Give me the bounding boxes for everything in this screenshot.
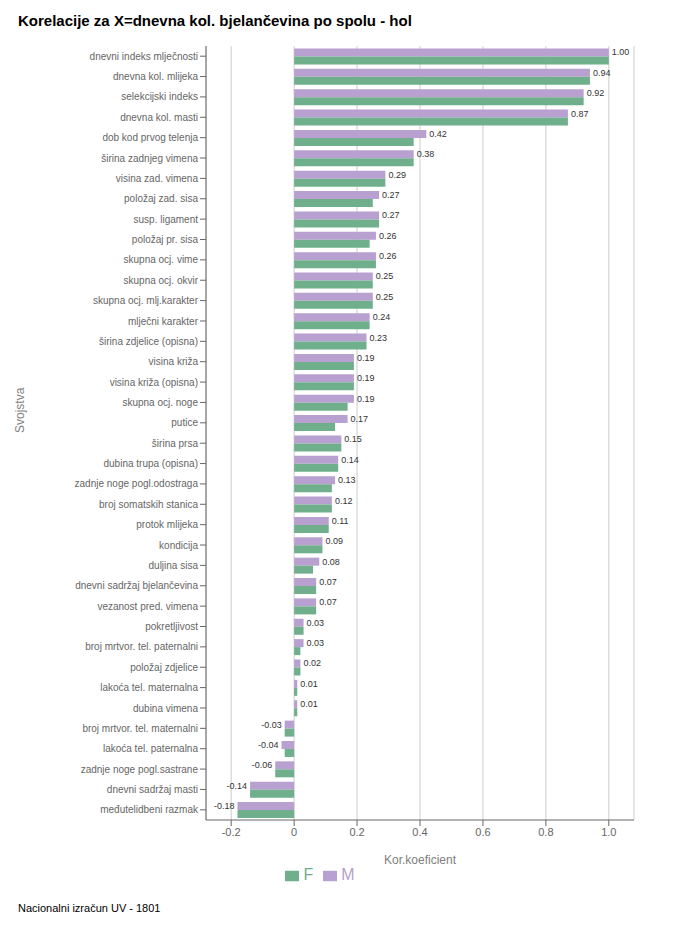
- svg-text:Svojstva: Svojstva: [13, 387, 27, 433]
- svg-text:dnevni indeks mlječnosti: dnevni indeks mlječnosti: [90, 51, 198, 62]
- svg-text:dubina vimena: dubina vimena: [133, 703, 198, 714]
- svg-text:visina križa (opisna): visina križa (opisna): [110, 377, 198, 388]
- svg-text:0.13: 0.13: [338, 475, 356, 485]
- svg-text:susp. ligament: susp. ligament: [134, 214, 199, 225]
- svg-text:-0.14: -0.14: [227, 781, 248, 791]
- svg-text:0.08: 0.08: [322, 557, 340, 567]
- svg-text:širina zdjelice (opisna): širina zdjelice (opisna): [99, 336, 198, 347]
- svg-text:zadnje noge pogl.odostraga: zadnje noge pogl.odostraga: [75, 478, 199, 489]
- svg-text:skupna ocj. okvir: skupna ocj. okvir: [124, 275, 199, 286]
- svg-text:skupna ocj. vime: skupna ocj. vime: [124, 254, 199, 265]
- svg-text:lakoća tel. maternalna: lakoća tel. maternalna: [100, 682, 198, 693]
- svg-text:duljina sisa: duljina sisa: [149, 560, 199, 571]
- svg-text:vezanost pred. vimena: vezanost pred. vimena: [97, 601, 198, 612]
- html-text:Nacionalni izračun UV - 1801: Nacionalni izračun UV - 1801: [18, 902, 161, 914]
- html-text:Korelacije za X=dnevna kol. bj: Korelacije za X=dnevna kol. bjelančevina…: [18, 12, 412, 29]
- svg-text:0.6: 0.6: [475, 826, 490, 838]
- svg-text:0.29: 0.29: [388, 170, 406, 180]
- html-text:M: M: [341, 866, 355, 883]
- svg-text:širina prsa: širina prsa: [152, 438, 199, 449]
- svg-text:dob kod prvog telenja: dob kod prvog telenja: [102, 132, 198, 143]
- svg-text:pokretljivost: pokretljivost: [145, 621, 198, 632]
- svg-text:0.12: 0.12: [335, 496, 353, 506]
- svg-text:putice: putice: [171, 417, 198, 428]
- svg-text:0.24: 0.24: [373, 312, 391, 322]
- svg-text:zadnje noge pogl.sastrane: zadnje noge pogl.sastrane: [81, 764, 199, 775]
- svg-text:-0.04: -0.04: [258, 740, 279, 750]
- svg-text:1.0: 1.0: [601, 826, 616, 838]
- svg-text:položaj zad. sisa: položaj zad. sisa: [124, 193, 198, 204]
- svg-text:0.27: 0.27: [382, 190, 400, 200]
- svg-text:Kor.koeficient: Kor.koeficient: [384, 853, 457, 867]
- svg-text:0.92: 0.92: [587, 88, 605, 98]
- svg-text:0.01: 0.01: [300, 679, 318, 689]
- svg-text:broj somatskih stanica: broj somatskih stanica: [99, 499, 198, 510]
- svg-text:lakoća tel. paternalna: lakoća tel. paternalna: [103, 743, 199, 754]
- svg-text:međutelidbeni razmak: međutelidbeni razmak: [100, 804, 199, 815]
- svg-text:dnevni sadržaj masti: dnevni sadržaj masti: [107, 784, 198, 795]
- svg-text:0.01: 0.01: [300, 699, 318, 709]
- svg-text:položaj zdjelice: položaj zdjelice: [130, 662, 198, 673]
- svg-text:0.19: 0.19: [357, 373, 375, 383]
- svg-text:dnevna kol. masti: dnevna kol. masti: [120, 112, 198, 123]
- svg-text:-0.06: -0.06: [252, 760, 273, 770]
- svg-text:-0.2: -0.2: [222, 826, 241, 838]
- svg-text:kondicija: kondicija: [159, 540, 198, 551]
- svg-text:protok mlijeka: protok mlijeka: [136, 519, 198, 530]
- svg-text:0.8: 0.8: [538, 826, 553, 838]
- svg-text:0.11: 0.11: [332, 516, 349, 526]
- svg-text:0.14: 0.14: [341, 455, 359, 465]
- svg-text:skupna ocj. mlj.karakter: skupna ocj. mlj.karakter: [93, 295, 199, 306]
- html-text:F: F: [303, 866, 314, 883]
- svg-text:visina zad. vimena: visina zad. vimena: [116, 173, 199, 184]
- svg-text:0.4: 0.4: [412, 826, 427, 838]
- svg-text:0.26: 0.26: [379, 251, 397, 261]
- svg-text:0.42: 0.42: [429, 129, 447, 139]
- svg-text:0.19: 0.19: [357, 353, 375, 363]
- svg-text:0.17: 0.17: [351, 414, 369, 424]
- svg-text:broj mrtvor. tel. maternalni: broj mrtvor. tel. maternalni: [82, 723, 198, 734]
- svg-text:0.19: 0.19: [357, 394, 375, 404]
- svg-text:0.03: 0.03: [307, 618, 325, 628]
- svg-text:0.38: 0.38: [417, 149, 435, 159]
- svg-text:1.00: 1.00: [612, 47, 630, 57]
- svg-text:0.02: 0.02: [303, 658, 321, 668]
- svg-text:broj mrtvor. tel. paternalni: broj mrtvor. tel. paternalni: [85, 641, 198, 652]
- svg-text:dnevna kol. mlijeka: dnevna kol. mlijeka: [113, 71, 198, 82]
- svg-text:selekcijski indeks: selekcijski indeks: [121, 91, 198, 102]
- svg-text:-0.03: -0.03: [261, 720, 282, 730]
- svg-text:0.15: 0.15: [344, 434, 362, 444]
- svg-text:-0.18: -0.18: [214, 801, 235, 811]
- svg-text:mlječni karakter: mlječni karakter: [128, 316, 199, 327]
- svg-text:0.09: 0.09: [325, 536, 343, 546]
- svg-text:0.94: 0.94: [593, 68, 611, 78]
- svg-text:0.87: 0.87: [571, 109, 589, 119]
- svg-text:skupna ocj. noge: skupna ocj. noge: [122, 397, 198, 408]
- svg-text:0.25: 0.25: [376, 271, 394, 281]
- svg-text:0.26: 0.26: [379, 231, 397, 241]
- svg-text:0.03: 0.03: [307, 638, 325, 648]
- svg-text:0.07: 0.07: [319, 597, 337, 607]
- svg-text:dnevni sadržaj bjelančevina: dnevni sadržaj bjelančevina: [75, 580, 198, 591]
- svg-text:0: 0: [291, 826, 297, 838]
- svg-text:0.07: 0.07: [319, 577, 337, 587]
- svg-text:položaj pr. sisa: položaj pr. sisa: [132, 234, 199, 245]
- svg-text:visina križa: visina križa: [149, 356, 199, 367]
- svg-text:0.2: 0.2: [349, 826, 364, 838]
- svg-text:širina zadnjeg vimena: širina zadnjeg vimena: [101, 153, 198, 164]
- svg-text:dubina trupa (opisna): dubina trupa (opisna): [103, 458, 198, 469]
- svg-text:0.27: 0.27: [382, 210, 400, 220]
- svg-text:0.25: 0.25: [376, 292, 394, 302]
- svg-text:0.23: 0.23: [370, 333, 388, 343]
